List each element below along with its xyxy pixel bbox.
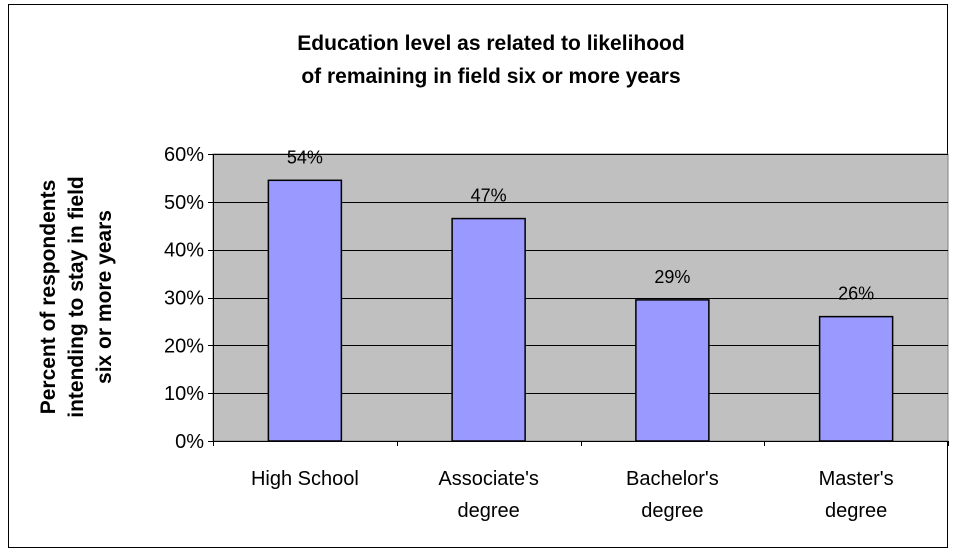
bar-master-s-degree: [818, 315, 894, 442]
y-axis-label-line-2: intending to stay in field: [65, 176, 88, 418]
y-tick-label-60%: 60%: [164, 144, 204, 166]
bar-high-school: [267, 179, 343, 442]
data-label-29-pct: 29%: [654, 267, 690, 287]
data-label-54-pct: 54%: [287, 147, 323, 167]
x-tick-label-3-line-2: degree: [825, 500, 887, 522]
chart-title: Education level as related to likelihood…: [297, 32, 684, 88]
data-label-47-pct: 47%: [471, 186, 507, 206]
y-tick-label-50%: 50%: [164, 192, 204, 214]
bar-bachelor-s-degree: [635, 299, 710, 442]
y-tick-label-30%: 30%: [164, 288, 204, 310]
x-tick-label-2-line-1: Bachelor's: [626, 468, 719, 490]
x-tick-labels: High School Associate's degree Bachelor's de…: [251, 468, 894, 522]
y-tick-label-10%: 10%: [164, 383, 204, 405]
x-tick-label-2-line-2: degree: [641, 500, 703, 522]
y-tick-labels: 0% 10% 20% 30% 40% 50% 60%: [164, 144, 204, 453]
y-tick-label-20%: 20%: [164, 335, 204, 357]
bars: [267, 179, 894, 442]
x-tick-label-0-line-1: High School: [251, 468, 359, 490]
data-label-26-pct: 26%: [838, 284, 874, 304]
x-tick-label-1-line-2: degree: [457, 500, 519, 522]
x-tick-label-3-line-1: Master's: [819, 468, 894, 490]
y-axis-label-line-1: Percent of respondents: [37, 180, 60, 415]
x-tick-label-1-line-1: Associate's: [438, 468, 539, 490]
data-labels: 54% 47% 29% 26%: [287, 147, 874, 303]
chart-title-line-1: Education level as related to likelihood: [297, 32, 684, 55]
y-axis-label-line-3: six or more years: [93, 210, 116, 384]
bar-associate-s-degree: [451, 217, 526, 442]
y-tick-label-40%: 40%: [164, 240, 204, 262]
y-axis-label: Percent of respondents intending to stay …: [37, 176, 116, 418]
y-tick-label-0%: 0%: [175, 431, 204, 453]
axes: [208, 154, 949, 446]
chart-title-line-2: of remaining in field six or more years: [301, 65, 680, 88]
